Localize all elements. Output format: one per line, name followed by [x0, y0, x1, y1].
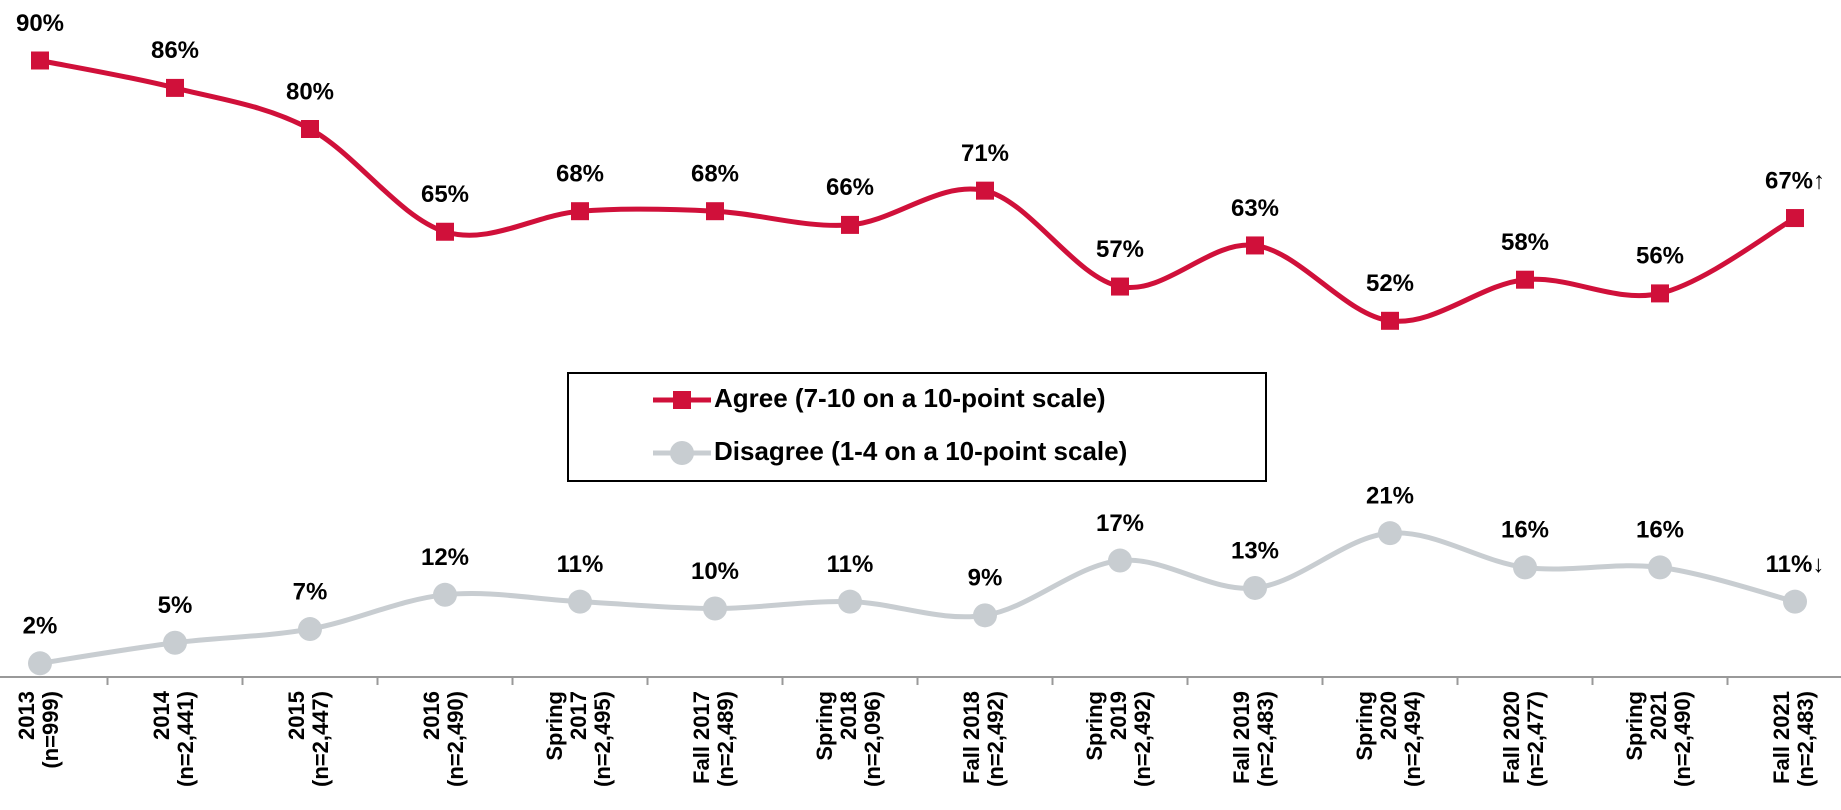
- x-tick-label: (n=2,483): [1253, 691, 1278, 787]
- marker: [1111, 277, 1129, 296]
- x-tick-label: 2014: [149, 690, 174, 740]
- data-label: 11%↓: [1766, 551, 1825, 578]
- x-tick-label: (n=2,441): [173, 691, 198, 787]
- x-tick-label: Fall 2019: [1229, 691, 1254, 784]
- x-tick-label: (n=2,489): [713, 691, 738, 787]
- data-label: 86%: [151, 37, 199, 64]
- x-tick-label: Fall 2018: [959, 691, 984, 784]
- series-line: [39, 530, 1796, 666]
- marker: [301, 120, 319, 138]
- x-tick-label: Fall 2021: [1769, 691, 1794, 784]
- x-tick-label: 2013: [14, 691, 39, 740]
- x-tick-label: Spring: [1622, 691, 1647, 761]
- data-label: 67%↑: [1765, 167, 1825, 194]
- x-tick-label: 2021: [1646, 691, 1671, 740]
- marker: [1246, 236, 1264, 255]
- data-label: 10%: [691, 558, 739, 585]
- data-label: 16%: [1501, 517, 1549, 544]
- data-label: 52%: [1366, 270, 1414, 297]
- marker: [166, 78, 184, 97]
- data-label: 90%: [16, 10, 64, 37]
- marker: [1243, 575, 1267, 600]
- x-tick-label: (n=2,447): [308, 691, 333, 787]
- marker: [976, 181, 994, 200]
- marker: [436, 222, 454, 241]
- data-label: 58%: [1501, 229, 1549, 256]
- marker: [1108, 548, 1132, 573]
- marker: [1513, 555, 1537, 580]
- data-label: 66%: [826, 174, 874, 201]
- x-tick-label: 2016: [419, 691, 444, 740]
- x-tick-label: Fall 2020: [1499, 691, 1524, 784]
- data-label: 11%: [557, 551, 604, 578]
- marker: [298, 617, 322, 642]
- data-label: 5%: [158, 592, 193, 619]
- data-label: 56%: [1636, 243, 1684, 270]
- x-tick-label: 2019: [1106, 691, 1131, 740]
- x-tick-label: 2020: [1376, 691, 1401, 740]
- marker: [568, 589, 592, 614]
- marker: [973, 603, 997, 628]
- legend-marker: [670, 441, 694, 465]
- x-tick-label: (n=2,495): [590, 691, 615, 787]
- data-label: 65%: [421, 181, 469, 208]
- series-line: [39, 58, 1797, 324]
- data-label: 16%: [1636, 517, 1684, 544]
- x-tick-label: (n=2,096): [860, 691, 885, 787]
- data-label: 21%: [1366, 482, 1414, 509]
- legend-label: Disagree (1-4 on a 10-point scale): [714, 436, 1127, 466]
- x-tick-label: Spring: [812, 691, 837, 761]
- marker: [841, 215, 859, 234]
- x-tick-label: Spring: [1082, 691, 1107, 761]
- x-tick-label: (n=999): [38, 691, 63, 769]
- data-label: 2%: [23, 613, 58, 640]
- marker: [1381, 311, 1399, 330]
- x-tick-label: (n=2,492): [1130, 691, 1155, 787]
- legend-marker: [673, 391, 691, 409]
- marker: [433, 582, 457, 607]
- x-tick-label: 2017: [566, 691, 591, 740]
- marker: [163, 630, 187, 655]
- data-label: 68%: [691, 161, 739, 188]
- marker: [28, 651, 52, 676]
- marker: [703, 596, 727, 621]
- x-tick-label: Spring: [1352, 691, 1377, 761]
- marker: [1786, 209, 1804, 228]
- marker: [1516, 270, 1534, 289]
- data-label: 11%: [827, 551, 874, 578]
- legend-label: Agree (7-10 on a 10-point scale): [714, 383, 1106, 413]
- data-label: 68%: [556, 161, 604, 188]
- x-tick-label: (n=2,477): [1523, 691, 1548, 787]
- marker: [1651, 284, 1669, 303]
- x-tick-label: Fall 2017: [689, 691, 714, 784]
- x-tick-label: 2015: [284, 691, 309, 740]
- data-label: 9%: [968, 565, 1003, 592]
- data-label: 17%: [1096, 510, 1144, 537]
- x-tick-label: (n=2,490): [1670, 691, 1695, 787]
- marker: [1648, 555, 1672, 580]
- x-tick-label: Spring: [542, 691, 567, 761]
- x-tick-label: (n=2,483): [1793, 691, 1818, 787]
- x-tick-label: 2018: [836, 691, 861, 740]
- marker: [31, 51, 49, 70]
- marker: [706, 202, 724, 221]
- data-label: 63%: [1231, 195, 1279, 222]
- marker: [838, 589, 862, 614]
- data-label: 80%: [286, 78, 334, 105]
- x-tick-label: (n=2,490): [443, 691, 468, 787]
- marker: [1378, 521, 1402, 546]
- data-label: 7%: [293, 578, 328, 605]
- x-tick-label: (n=2,492): [983, 691, 1008, 787]
- marker: [1783, 589, 1807, 614]
- marker: [571, 202, 589, 221]
- data-label: 71%: [961, 140, 1009, 167]
- data-label: 13%: [1231, 537, 1279, 564]
- data-label: 57%: [1096, 236, 1144, 263]
- data-label: 12%: [421, 544, 469, 571]
- x-tick-label: (n=2,494): [1400, 691, 1425, 787]
